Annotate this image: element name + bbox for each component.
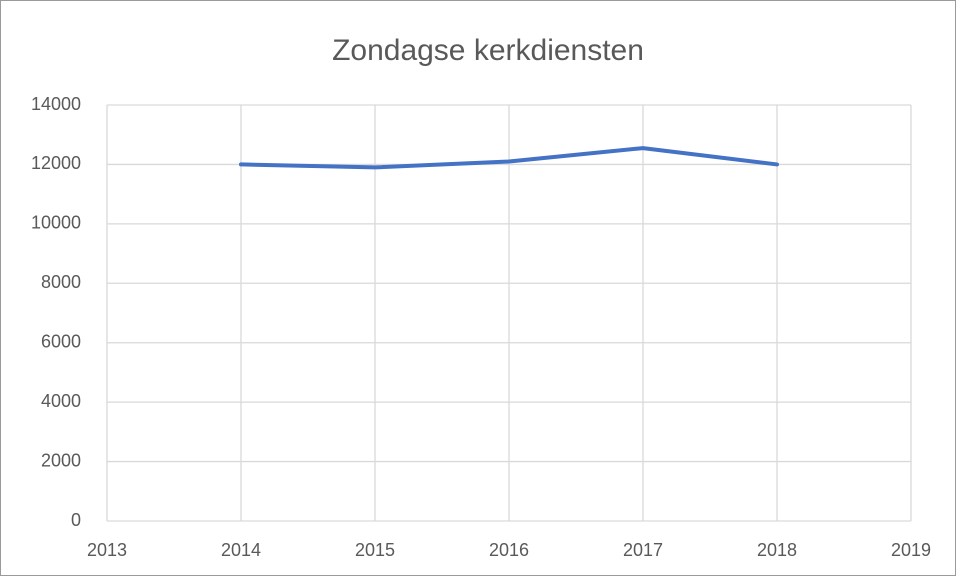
y-tick-label: 4000 <box>41 391 81 411</box>
y-tick-label: 6000 <box>41 331 81 351</box>
x-tick-label: 2019 <box>891 540 931 560</box>
y-tick-label: 12000 <box>31 153 81 173</box>
y-tick-label: 0 <box>71 510 81 530</box>
line-series <box>239 146 779 170</box>
chart-title: Zondagse kerkdiensten <box>332 34 644 67</box>
x-tick-label: 2018 <box>757 540 797 560</box>
y-tick-label: 8000 <box>41 272 81 292</box>
y-tick-label: 2000 <box>41 450 81 470</box>
x-tick-label: 2013 <box>87 540 127 560</box>
x-tick-label: 2015 <box>355 540 395 560</box>
x-tick-label: 2016 <box>489 540 529 560</box>
x-tick-label: 2014 <box>221 540 261 560</box>
y-tick-label: 14000 <box>31 94 81 114</box>
y-tick-label: 10000 <box>31 213 81 233</box>
x-tick-label: 2017 <box>623 540 663 560</box>
